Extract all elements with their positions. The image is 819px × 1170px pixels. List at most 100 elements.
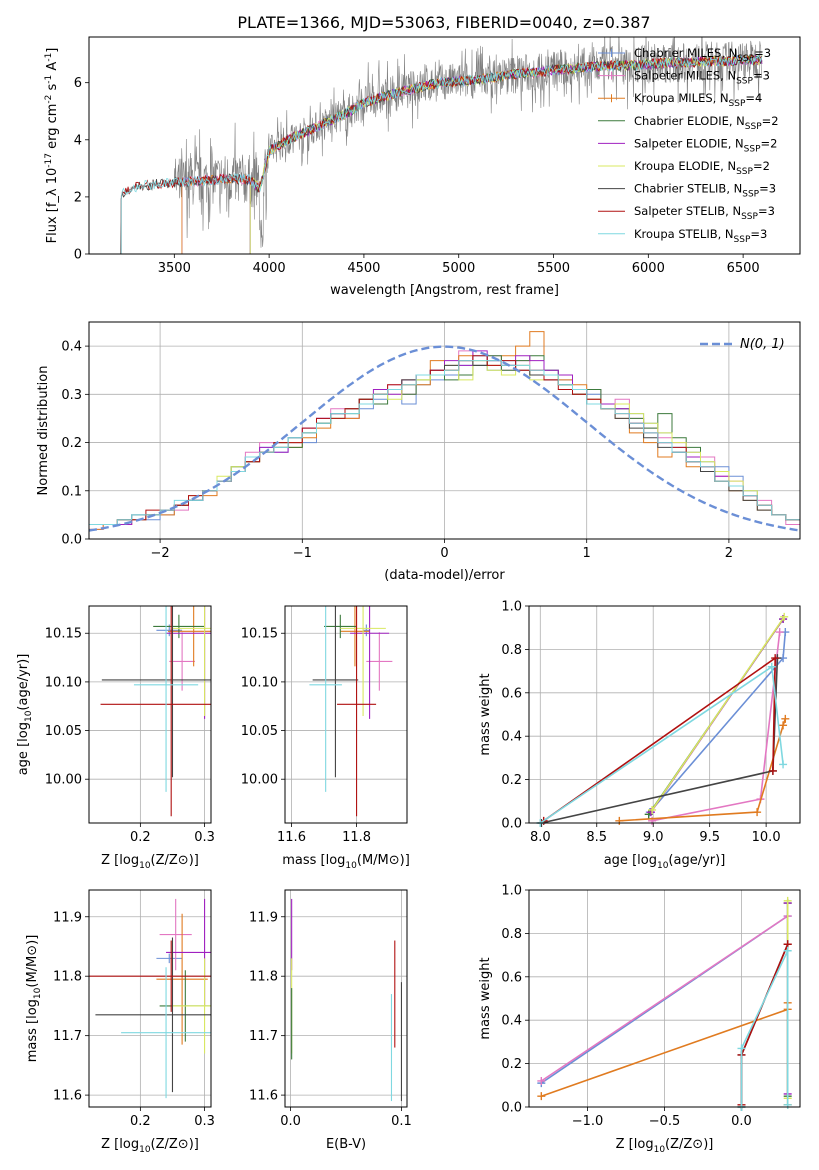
panel-mass_vs_ebv: 0.0 0.1 11.6 11.7 11.8 11.9 E(B-V): [249, 889, 412, 1152]
axes-frame: [528, 605, 801, 824]
figure-title: PLATE=1366, MJD=53063, FIBERID=0040, z=0…: [237, 13, 650, 32]
y-tick-label: 11.6: [53, 1089, 82, 1104]
x-tick-label: 5000: [442, 261, 475, 276]
legend: Chabrier MILES, NSSP=3 Salpeter MILES, NS…: [598, 46, 779, 245]
model-chabrier_elodie-line: [249, 55, 763, 254]
legend-label-salpeter_elodie: Salpeter ELODIE, NSSP=2: [634, 136, 777, 154]
y-tick-label: 6: [74, 76, 82, 91]
weight-kroupa_miles-point: [781, 714, 790, 723]
weight-kroupa_elodie-point: [648, 805, 657, 814]
y-axis-label: mass weight: [478, 957, 493, 1039]
y-tick-label: 0.6: [501, 970, 522, 985]
legend-label-normal: N(0, 1): [740, 337, 785, 352]
weight-salpeter_miles-point: [537, 1076, 546, 1085]
y-tick-label: 10.00: [45, 773, 82, 788]
panel-residuals: −2 −1 0 1 2 0.0 0.1 0.2 0.3 0.4 N(0, 1) (data-model…: [36, 321, 801, 583]
y-tick-label: 11.7: [249, 1029, 278, 1044]
weight-kroupa_miles-point: [779, 721, 788, 730]
x-tick-label: 1: [583, 546, 591, 561]
weight-salpeter_stelib-point: [768, 766, 777, 775]
weight-kroupa_miles-line: [619, 718, 787, 822]
x-tick-label: −0.5: [649, 1114, 681, 1129]
legend-label-chabrier_miles: Chabrier MILES, NSSP=3: [634, 46, 771, 64]
y-tick-label: 11.6: [249, 1089, 278, 1104]
x-tick-label: 4500: [347, 261, 380, 276]
y-tick-label: 0.0: [61, 533, 82, 548]
y-tick-label: 0.0: [501, 817, 522, 832]
errorbar-kroupa_miles: [167, 606, 211, 667]
model-salpeter_elodie-line: [249, 55, 763, 254]
weight-kroupa_elodie-line: [651, 616, 785, 811]
y-tick-label: 11.8: [249, 970, 278, 985]
legend-label-chabrier_stelib: Chabrier STELIB, NSSP=3: [634, 182, 776, 200]
x-tick-label: 5500: [537, 261, 570, 276]
errorbar-kroupa_elodie: [172, 958, 211, 1054]
x-tick-label: 11.8: [342, 830, 371, 845]
errorbar-kroupa_stelib: [121, 967, 211, 1099]
weight-salpeter_miles-line: [651, 631, 781, 822]
axes-frame: [88, 36, 801, 255]
panel-mass_vs_Z: 0.2 0.3 11.6 11.7 11.8 11.9 Z [log10(Z/Z⊙)] mas…: [25, 889, 215, 1155]
y-tick-label: 0.8: [501, 643, 522, 658]
y-tick-label: 10.00: [241, 773, 278, 788]
weight-kroupa_elodie-point: [780, 612, 789, 621]
axes-frame: [284, 605, 408, 824]
y-tick-label: 1.0: [501, 884, 522, 899]
errorbar-salpeter_miles: [159, 898, 192, 971]
weight-kroupa_stelib-line: [740, 950, 789, 1107]
y-axis-label: mass [log10(M/M⊙)]: [25, 935, 43, 1063]
x-tick-label: −1: [293, 546, 312, 561]
y-tick-label: 0.2: [501, 773, 522, 788]
x-axis-label: Z [log10(Z/Z⊙)]: [101, 853, 199, 871]
axes-frame: [88, 889, 212, 1108]
model-salpeter_stelib-line: [120, 54, 762, 254]
errorbar-salpeter_stelib: [100, 606, 211, 817]
panel-age_vs_Z: 0.2 0.3 10.00 10.05 10.10 10.15 Z [log10(Z/Z⊙)…: [16, 605, 215, 871]
weight-salpeter_miles-point: [775, 628, 784, 637]
x-tick-label: 0.2: [130, 1114, 151, 1129]
legend-label-kroupa_miles: Kroupa MILES, NSSP=4: [634, 91, 762, 109]
x-tick-label: 0.2: [130, 830, 151, 845]
model-kroupa_elodie-line: [249, 54, 763, 254]
weight-kroupa_stelib-point: [783, 946, 792, 955]
data-spectrum-line: [120, 37, 763, 254]
panel-spectrum: 3500 4000 4500 5000 5500 6000 6500 0 2 4 6 Chabrier…: [44, 36, 801, 298]
weight-kroupa_stelib-point: [737, 1044, 746, 1053]
y-tick-label: 11.8: [53, 970, 82, 985]
panel-weight_vs_Z: −1.0 −0.5 0.0 0.0 0.2 0.4 0.6 0.8 1.0 Z [log10(Z/…: [478, 884, 801, 1155]
axes-frame: [88, 605, 212, 824]
errorbar-chabrier_stelib: [95, 937, 211, 1093]
errorbar-chabrier_elodie: [153, 614, 205, 639]
weight-kroupa_stelib-point: [767, 662, 776, 671]
x-axis-label: Z [log10(Z/Z⊙)]: [101, 1137, 199, 1155]
x-axis-label: Z [log10(Z/Z⊙)]: [616, 1137, 714, 1155]
legend-label-chabrier_elodie: Chabrier ELODIE, NSSP=2: [634, 114, 779, 132]
errorbar-salpeter_miles: [366, 632, 393, 691]
y-tick-label: 0.8: [501, 927, 522, 942]
errorbar-chabrier_stelib: [101, 606, 211, 778]
axes-frame: [88, 321, 801, 540]
x-tick-label: 8.0: [530, 830, 551, 845]
model-kroupa_stelib-line: [120, 54, 763, 254]
x-tick-label: 0.0: [731, 1114, 752, 1129]
x-tick-label: −1.0: [572, 1114, 604, 1129]
x-tick-label: 0.3: [194, 1114, 215, 1129]
x-tick-label: 6000: [632, 261, 665, 276]
errorbar-salpeter_elodie: [350, 606, 390, 719]
errorbar-kroupa_elodie: [340, 606, 386, 716]
weight-kroupa_elodie-point: [783, 896, 792, 905]
x-tick-label: 3500: [158, 261, 191, 276]
y-tick-label: 10.15: [45, 627, 82, 642]
y-tick-label: 0.4: [501, 1014, 522, 1029]
errorbar-chabrier_miles: [156, 953, 183, 964]
errorbar-salpeter_stelib: [89, 940, 211, 1012]
legend-label-kroupa_stelib: Kroupa STELIB, NSSP=3: [634, 227, 767, 245]
axes-frame: [528, 889, 801, 1108]
x-axis-label: E(B-V): [326, 1137, 366, 1152]
y-axis-label: Flux [f_λ 10-17 erg cm-2 s-1 A-1]: [44, 48, 60, 244]
y-tick-label: 10.10: [241, 675, 278, 690]
x-tick-label: 9.0: [643, 830, 664, 845]
y-axis-label: mass weight: [478, 673, 493, 755]
x-tick-label: 0.1: [391, 1114, 412, 1129]
errorbar-chabrier_stelib: [312, 606, 359, 778]
